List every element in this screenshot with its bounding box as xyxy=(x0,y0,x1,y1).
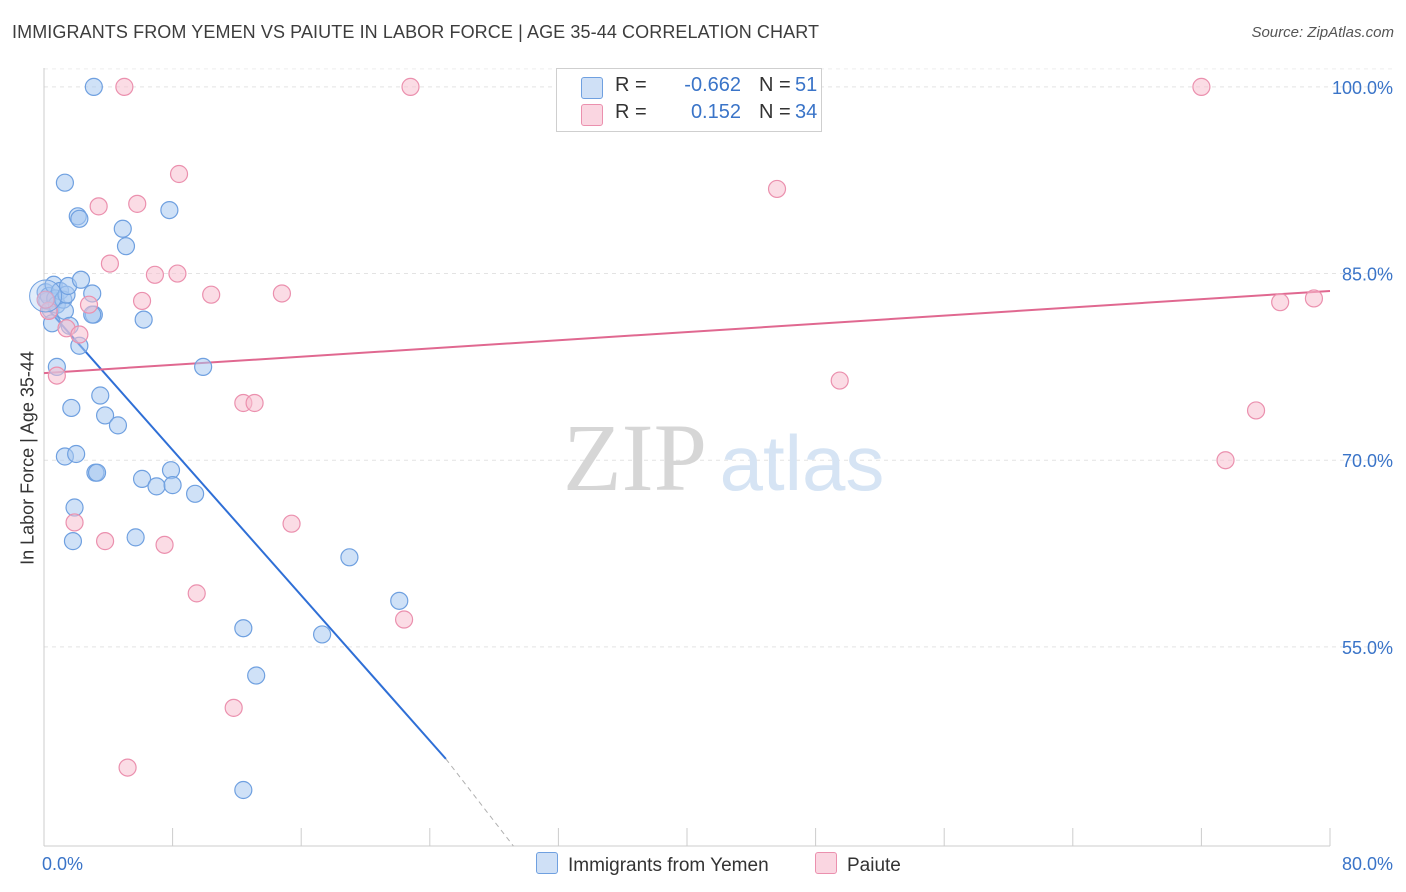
point-yemen xyxy=(340,548,359,567)
y-tick-label: 70.0% xyxy=(1342,451,1393,471)
point-paiute xyxy=(128,194,147,213)
point-paiute xyxy=(401,77,420,96)
x-tick-label: 80.0% xyxy=(1342,854,1393,874)
point-yemen xyxy=(126,528,145,547)
point-paiute xyxy=(115,77,134,96)
point-yemen xyxy=(247,666,266,685)
trend-lines xyxy=(43,289,1331,847)
point-yemen xyxy=(95,406,115,425)
legend-r-label: R = xyxy=(615,74,647,96)
point-paiute xyxy=(394,610,414,629)
point-paiute xyxy=(767,179,787,199)
point-yemen xyxy=(108,416,128,435)
bottom-legend-yemen: Immigrants from Yemen xyxy=(536,852,769,877)
point-yemen xyxy=(234,780,253,800)
point-paiute xyxy=(79,295,99,314)
gridlines xyxy=(44,68,1394,648)
point-paiute xyxy=(1192,77,1211,96)
point-paiute xyxy=(36,290,55,309)
point-paiute xyxy=(168,264,187,283)
legend-r-value: 0.152 xyxy=(690,101,741,123)
trend-line-yemen-extension xyxy=(445,758,514,847)
point-paiute xyxy=(169,164,189,184)
point-yemen xyxy=(63,532,83,551)
point-paiute xyxy=(47,366,66,385)
point-yemen xyxy=(390,591,409,610)
watermark-atlas: atlas xyxy=(720,419,885,507)
legend-n-label: N = xyxy=(759,101,791,123)
point-paiute xyxy=(1271,293,1290,312)
point-yemen-cluster xyxy=(29,279,63,313)
bottom-legend-swatch-paiute xyxy=(815,852,837,874)
point-paiute xyxy=(89,197,108,216)
bottom-legend-label-paiute: Paiute xyxy=(847,855,901,876)
legend-n-label: N = xyxy=(759,74,791,96)
point-yemen xyxy=(71,270,91,289)
watermark: ZIP atlas xyxy=(563,404,884,511)
point-paiute xyxy=(1216,451,1235,470)
point-paiute xyxy=(224,698,243,717)
source-credit: Source: ZipAtlas.com xyxy=(1251,24,1394,41)
axes xyxy=(43,68,1331,847)
legend-swatch-yemen xyxy=(581,77,603,99)
point-yemen xyxy=(55,173,74,192)
point-paiute xyxy=(1304,289,1324,308)
point-yemen xyxy=(116,237,136,256)
point-paiute xyxy=(272,284,292,303)
correlation-legend: R = -0.662 N = 51 R = 0.152 N = 34 xyxy=(556,68,822,132)
chart-title: IMMIGRANTS FROM YEMEN VS PAIUTE IN LABOR… xyxy=(12,22,820,42)
bottom-legend-swatch-yemen xyxy=(536,852,558,874)
point-yemen xyxy=(87,463,107,482)
point-paiute xyxy=(65,513,84,532)
point-yemen xyxy=(62,398,81,418)
point-paiute xyxy=(830,371,849,390)
watermark-zip: ZIP xyxy=(563,404,707,511)
legend-r-label: R = xyxy=(615,101,647,123)
point-yemen xyxy=(186,484,205,503)
bottom-legend-paiute: Paiute xyxy=(815,852,901,877)
point-yemen xyxy=(70,209,89,228)
point-paiute xyxy=(1246,401,1266,420)
point-yemen xyxy=(84,77,103,96)
point-paiute xyxy=(282,514,301,533)
point-yemen xyxy=(132,469,152,488)
point-yemen xyxy=(113,219,132,238)
y-axis-label: In Labor Force | Age 35-44 xyxy=(17,351,38,565)
point-yemen xyxy=(160,200,179,220)
point-paiute xyxy=(132,291,152,311)
point-yemen xyxy=(67,444,86,464)
point-yemen xyxy=(312,625,332,644)
legend-n-value: 34 xyxy=(795,101,818,123)
legend-swatch-paiute xyxy=(581,104,603,126)
tick-labels: 100.0% 85.0% 70.0% 55.0% 0.0% 80.0% xyxy=(42,78,1393,874)
y-tick-label: 100.0% xyxy=(1332,78,1393,98)
point-paiute xyxy=(95,532,115,551)
point-paiute xyxy=(118,758,137,777)
y-tick-label: 85.0% xyxy=(1342,265,1393,285)
point-yemen xyxy=(91,386,110,405)
point-yemen xyxy=(194,357,213,376)
point-yemen xyxy=(161,461,181,480)
point-paiute xyxy=(70,325,89,344)
point-paiute xyxy=(145,265,165,284)
legend-r-value: -0.662 xyxy=(684,74,741,96)
point-yemen xyxy=(134,310,153,329)
y-tick-label: 55.0% xyxy=(1342,638,1393,658)
point-paiute xyxy=(187,584,206,603)
point-yemen xyxy=(234,619,253,638)
point-paiute xyxy=(202,285,221,304)
x-tick-label: 0.0% xyxy=(42,854,83,874)
point-yemen xyxy=(147,477,166,496)
trend-line-paiute xyxy=(43,289,1331,375)
point-paiute xyxy=(155,535,174,554)
trend-line-yemen xyxy=(43,304,447,760)
bottom-legend-label-yemen: Immigrants from Yemen xyxy=(568,855,769,876)
point-paiute xyxy=(100,254,120,273)
data-points xyxy=(29,77,1324,800)
legend-n-value: 51 xyxy=(795,74,818,96)
point-yemen xyxy=(163,476,182,495)
point-paiute xyxy=(245,393,264,413)
